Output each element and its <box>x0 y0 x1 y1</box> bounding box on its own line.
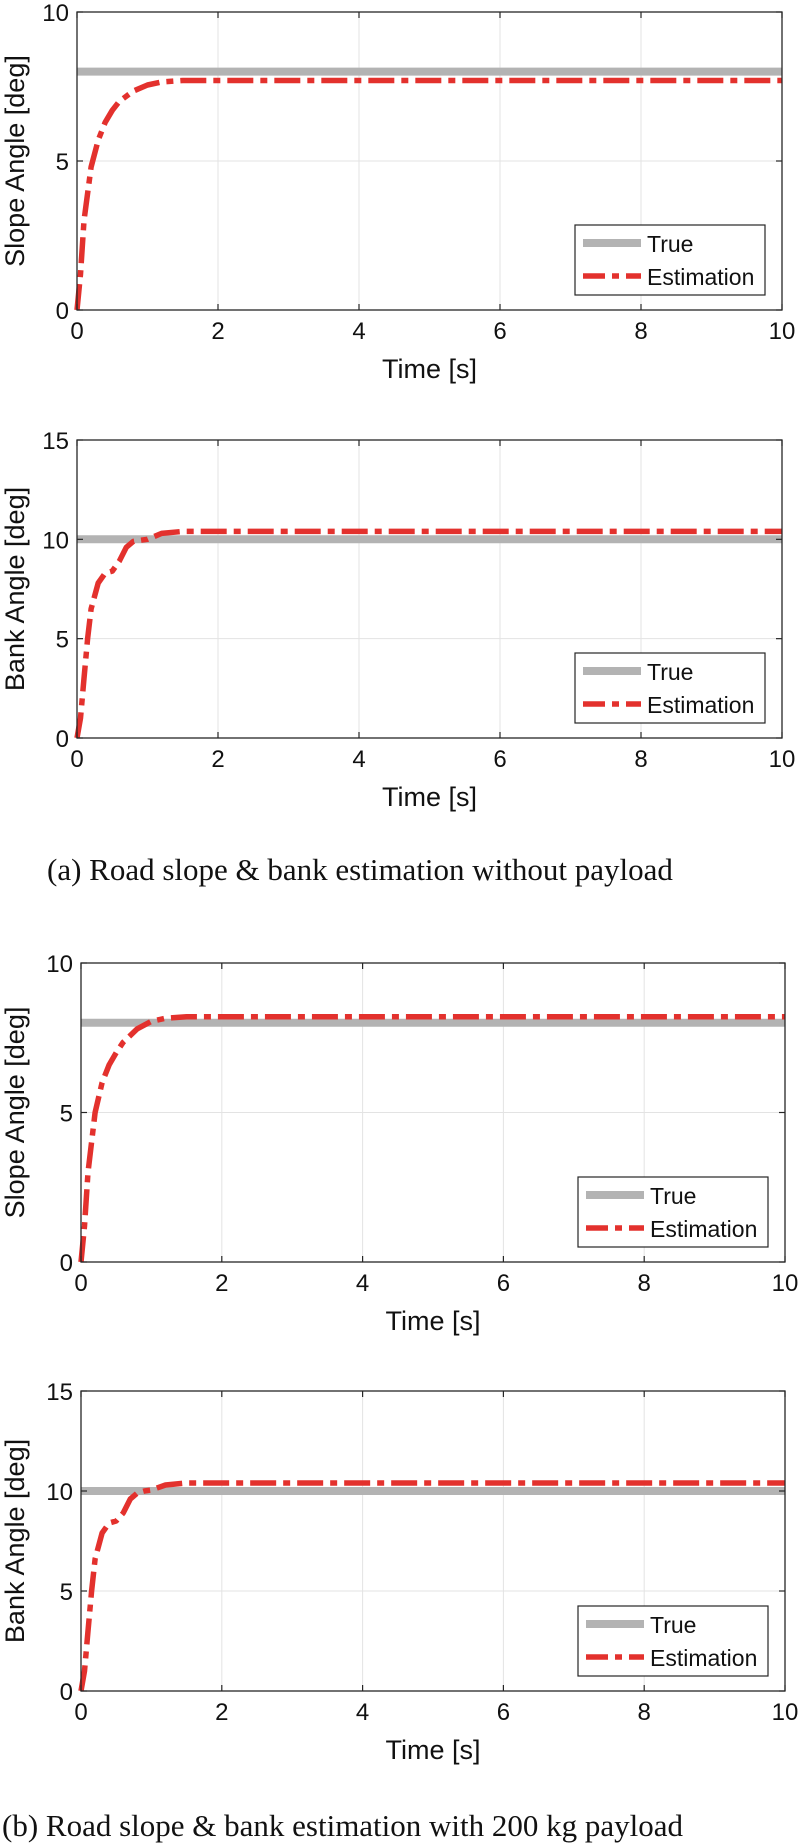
chart-3-y-tick-label: 0 <box>60 1250 73 1277</box>
chart-3-y-axis-label: Slope Angle [deg] <box>0 1007 30 1219</box>
chart-2-legend-estimation-label: Estimation <box>647 692 754 718</box>
chart-4-series-estimation-line <box>78 1480 785 1692</box>
chart-3-legend-estimation-label: Estimation <box>650 1216 757 1242</box>
chart-2-series-estimation-line <box>74 528 782 739</box>
chart-2-x-tick-label: 0 <box>70 746 83 773</box>
chart-2-y-tick-label: 0 <box>56 726 69 753</box>
chart-2-x-tick-label: 6 <box>493 746 506 773</box>
chart-3-y-tick-label: 10 <box>46 951 73 978</box>
chart-4-legend-true-label: True <box>650 1612 696 1638</box>
chart-3-x-tick-label: 6 <box>497 1270 510 1297</box>
chart-1-x-axis-label: Time [s] <box>382 354 477 384</box>
chart-4-x-tick-label: 10 <box>772 1699 799 1726</box>
chart-2-y-tick-label: 15 <box>42 428 69 455</box>
chart-4-y-tick-label: 0 <box>60 1679 73 1706</box>
chart-1-legend-true-label: True <box>647 231 693 257</box>
chart-3-x-tick-label: 8 <box>638 1270 651 1297</box>
chart-1-x-tick-label: 8 <box>634 318 647 345</box>
chart-3-legend-box <box>577 1176 769 1248</box>
chart-2-plot-frame <box>76 439 783 739</box>
chart-4-x-axis-label: Time [s] <box>385 1735 480 1765</box>
chart-2-x-axis-label: Time [s] <box>382 782 477 812</box>
chart-1-x-tick-label: 2 <box>211 318 224 345</box>
chart-panel-1: 0 2 4 6 8 10 0 5 10 Time [s] Slope Angle [deg] True… <box>0 0 795 384</box>
chart-4-y-tick-label: 10 <box>46 1479 73 1506</box>
chart-1-x-tick-label: 0 <box>70 318 83 345</box>
chart-3-x-axis-label: Time [s] <box>385 1306 480 1336</box>
chart-3-x-tick-label: 4 <box>356 1270 369 1297</box>
chart-2-x-tick-label: 4 <box>352 746 365 773</box>
chart-4-plot-frame <box>80 1390 786 1692</box>
chart-4-x-tick-label: 8 <box>638 1699 651 1726</box>
chart-panel-2: 0 2 4 6 8 10 0 5 10 15 Time [s] Bank Angle [deg] Tru… <box>0 428 795 812</box>
chart-1-x-tick-label: 4 <box>352 318 365 345</box>
chart-4-x-tick-label: 4 <box>356 1699 369 1726</box>
chart-3-legend-true-label: True <box>650 1183 696 1209</box>
chart-1-y-tick-label: 5 <box>56 149 69 176</box>
chart-4-x-tick-label: 0 <box>74 1699 87 1726</box>
chart-4-x-tick-label: 2 <box>215 1699 228 1726</box>
chart-1-x-tick-label: 6 <box>493 318 506 345</box>
chart-4-y-axis-label: Bank Angle [deg] <box>0 1439 30 1643</box>
chart-3-x-tick-label: 2 <box>215 1270 228 1297</box>
chart-2-x-tick-label: 10 <box>769 746 796 773</box>
chart-4-legend-box <box>577 1605 769 1677</box>
chart-4-y-tick-label: 5 <box>60 1579 73 1606</box>
chart-4-x-tick-label: 6 <box>497 1699 510 1726</box>
chart-3-x-tick-label: 10 <box>772 1270 799 1297</box>
chart-1-y-tick-label: 0 <box>56 298 69 325</box>
caption-a: (a) Road slope & bank estimation without… <box>47 852 673 887</box>
chart-1-legend-estimation-label: Estimation <box>647 264 754 290</box>
chart-1-series-estimation-line <box>74 77 782 311</box>
chart-1-legend-box <box>574 224 766 296</box>
chart-panel-3: 0 2 4 6 8 10 0 5 10 Time [s] Slope Angle [deg] True… <box>0 951 798 1336</box>
chart-3-y-tick-label: 5 <box>60 1101 73 1128</box>
chart-4-legend-estimation-label: Estimation <box>650 1645 757 1671</box>
chart-2-y-tick-label: 10 <box>42 527 69 554</box>
chart-2-y-axis-label: Bank Angle [deg] <box>0 487 30 691</box>
chart-2-legend-true-label: True <box>647 659 693 685</box>
chart-2-y-tick-label: 5 <box>56 627 69 654</box>
chart-3-series-estimation-line <box>78 1014 785 1263</box>
chart-panel-4: 0 2 4 6 8 10 0 5 10 15 Time [s] Bank Angle [deg] Tru… <box>0 1379 798 1765</box>
chart-1-y-tick-label: 10 <box>42 0 69 27</box>
chart-2-legend-box <box>574 652 766 724</box>
chart-1-x-tick-label: 10 <box>769 318 796 345</box>
caption-b: (b) Road slope & bank estimation with 20… <box>2 1808 684 1843</box>
chart-3-x-tick-label: 0 <box>74 1270 87 1297</box>
chart-2-x-tick-label: 8 <box>634 746 647 773</box>
chart-1-y-axis-label: Slope Angle [deg] <box>0 55 30 267</box>
chart-2-x-tick-label: 2 <box>211 746 224 773</box>
chart-4-y-tick-label: 15 <box>46 1379 73 1406</box>
